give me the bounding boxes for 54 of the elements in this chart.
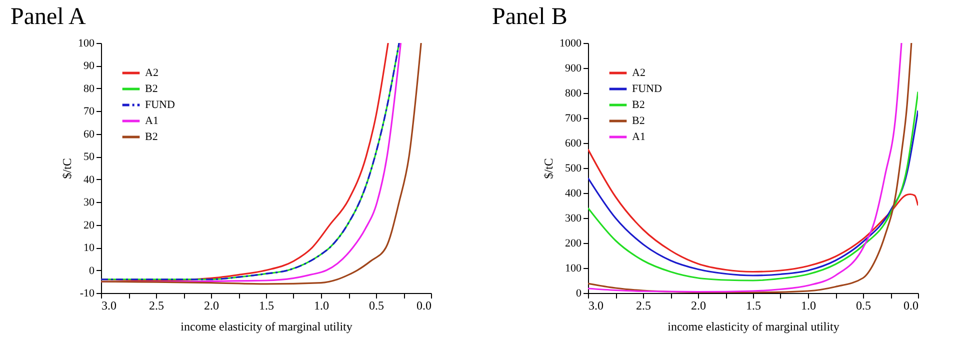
legend-label: B2 [145,131,158,143]
x-tick-label: 0.5 [856,298,871,312]
y-tick-label: 20 [84,219,95,232]
y-tick-label: 200 [565,238,582,250]
x-tick-label: 2.0 [691,298,706,312]
y-tick-label: 60 [84,128,95,140]
y-tick-label: 10 [84,242,95,254]
legend-label: B2 [632,99,645,111]
y-tick-label: 800 [565,88,582,100]
x-tick-label: 1.5 [746,298,761,312]
chart-title: Panel B [492,4,568,30]
y-tick-label: 1000 [560,38,582,50]
x-tick-label: 3.0 [102,298,116,312]
x-axis-title: income elasticity of marginal utility [180,320,352,334]
y-tick-label: 500 [565,162,582,174]
y-tick-label: 0 [89,264,95,277]
y-tick-label: 100 [565,262,582,274]
y-tick-label: 30 [84,196,95,209]
legend-label: A1 [632,131,646,143]
y-tick-label: 600 [565,138,582,150]
y-tick-label: 100 [78,38,95,50]
x-tick-label: 0.0 [904,298,918,312]
legend-label: B2 [145,83,158,95]
y-tick-label: 0 [576,288,582,300]
y-tick-label: 400 [565,188,582,200]
legend-label: A1 [145,115,158,127]
y-tick-label: -10 [80,288,95,300]
legend-label: B2 [632,115,645,127]
y-tick-label: 90 [84,60,95,72]
x-tick-label: 0.0 [416,298,432,312]
x-tick-label: 0.5 [369,298,384,312]
y-tick-label: 50 [84,151,95,164]
y-tick-label: 40 [84,174,95,186]
chart-title: Panel A [10,4,86,30]
x-tick-label: 3.0 [588,298,604,312]
legend-label: FUND [145,99,176,111]
x-tick-label: 2.0 [204,298,219,312]
y-axis-title: $/tC [60,158,74,179]
y-tick-label: 300 [565,212,582,224]
x-tick-label: 1.0 [801,298,816,312]
x-tick-label: 2.5 [636,298,651,312]
y-tick-label: 80 [84,82,95,95]
x-tick-label: 1.0 [314,298,329,312]
legend-label: FUND [632,83,662,95]
x-tick-label: 1.5 [259,298,274,312]
y-tick-label: 900 [565,62,582,74]
legend-label: A2 [145,67,158,79]
y-tick-label: 70 [84,106,95,118]
x-axis-title: income elasticity of marginal utility [668,320,840,334]
legend-label: A2 [632,67,646,79]
y-tick-label: 700 [565,112,582,124]
y-axis-title: $/tC [542,158,556,179]
line-series [588,148,918,273]
x-tick-label: 2.5 [149,298,164,312]
